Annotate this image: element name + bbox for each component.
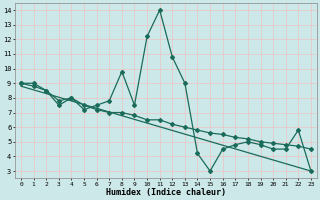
X-axis label: Humidex (Indice chaleur): Humidex (Indice chaleur) <box>106 188 226 197</box>
